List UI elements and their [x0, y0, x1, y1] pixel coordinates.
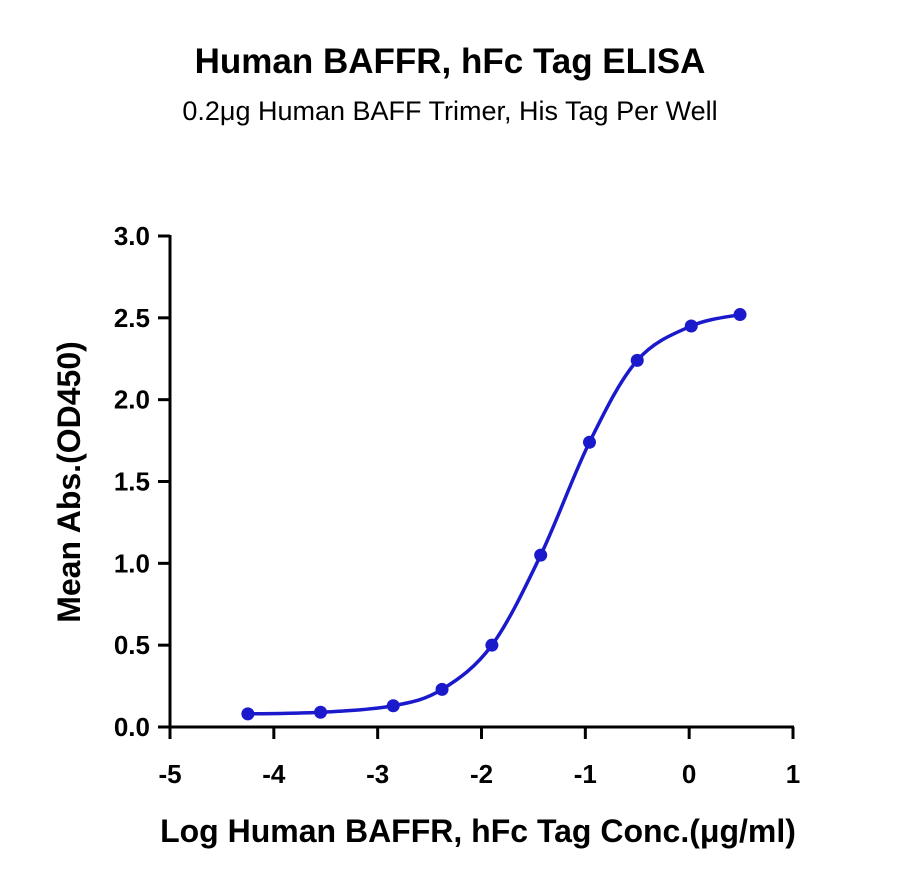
- chart-title: Human BAFFR, hFc Tag ELISA: [194, 42, 706, 81]
- y-tick-label: 0.0: [114, 712, 150, 742]
- data-points: [241, 308, 747, 721]
- y-tick-label: 3.0: [114, 221, 150, 251]
- x-tick-label: -1: [574, 759, 597, 789]
- data-point: [314, 705, 328, 719]
- chart-subtitle: 0.2μg Human BAFF Trimer, His Tag Per Wel…: [182, 96, 718, 126]
- y-tick-label: 2.5: [114, 303, 150, 333]
- x-tick-label: -4: [262, 759, 286, 789]
- y-axis-title: Mean Abs.(OD450): [51, 341, 87, 623]
- ticks: 0.0 0.5 1.0 1.5 2.0 2.5 3.0 -5 -4 -3 -2 -1 0 1: [114, 221, 800, 789]
- y-tick-label: 1.0: [114, 548, 150, 578]
- data-point: [485, 638, 499, 652]
- x-axis-title: Log Human BAFFR, hFc Tag Conc.(μg/ml): [160, 813, 796, 849]
- data-point: [733, 308, 747, 322]
- y-tick-label: 1.5: [114, 467, 150, 497]
- data-point: [582, 435, 596, 449]
- axes: [168, 235, 794, 729]
- x-tick-label: 1: [786, 759, 800, 789]
- y-tick-label: 2.0: [114, 385, 150, 415]
- data-point: [386, 699, 400, 713]
- data-point: [435, 682, 449, 696]
- data-point: [630, 353, 644, 367]
- y-tick-label: 0.5: [114, 630, 150, 660]
- x-tick-label: -2: [470, 759, 493, 789]
- x-tick-label: -5: [158, 759, 181, 789]
- x-tick-label: 0: [682, 759, 696, 789]
- x-tick-label: -3: [366, 759, 389, 789]
- fit-curve: [247, 312, 741, 716]
- data-point: [241, 707, 255, 721]
- data-point: [534, 548, 548, 562]
- data-point: [684, 319, 698, 333]
